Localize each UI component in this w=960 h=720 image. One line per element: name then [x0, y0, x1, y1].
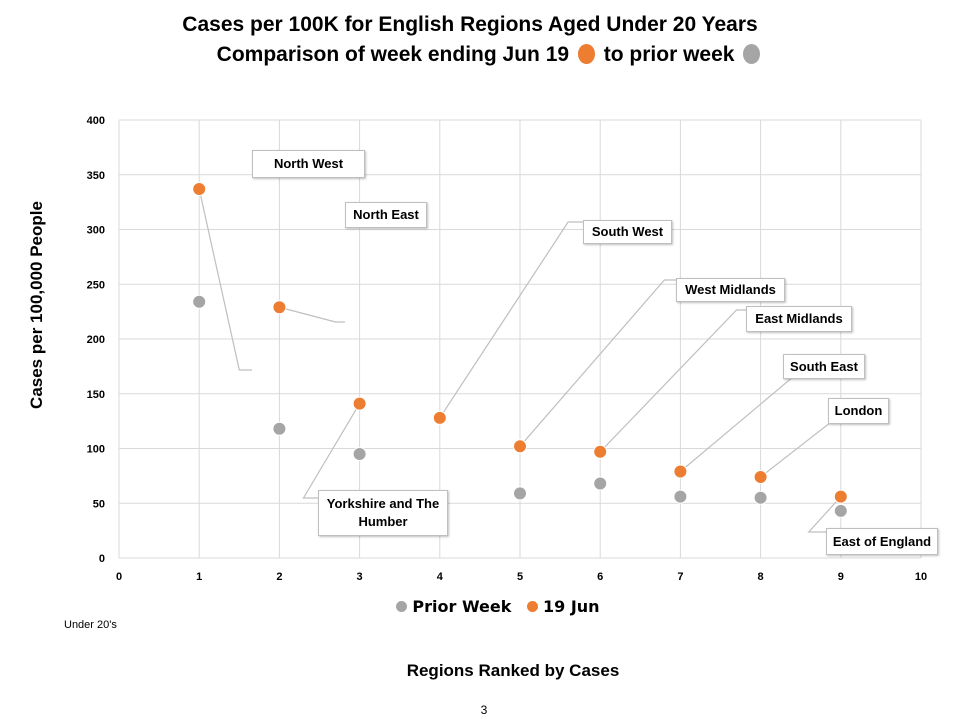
legend-current-dot-icon [526, 601, 538, 612]
x-tick-label: 7 [677, 571, 683, 583]
footnote: Under 20's [64, 619, 117, 631]
jun19-point [513, 439, 527, 454]
y-tick-label: 400 [87, 115, 105, 127]
callout-label: Yorkshire and The Humber [318, 490, 448, 536]
callout-leader-line [599, 309, 746, 453]
y-tick-label: 0 [99, 553, 105, 565]
jun19-point [593, 444, 608, 459]
callout-label: East of England [826, 528, 938, 555]
callout-leader-line [439, 221, 583, 419]
y-tick-label: 250 [87, 279, 105, 291]
legend: Prior Week 19 Jun [0, 597, 960, 616]
jun19-point [352, 396, 367, 411]
y-tick-label: 350 [87, 170, 105, 182]
jun19-point [192, 181, 207, 196]
prior-week-point [352, 446, 367, 461]
callout-label: East Midlands [746, 306, 852, 332]
y-tick-label: 150 [87, 389, 105, 401]
legend-prior-label: Prior Week [412, 597, 512, 616]
y-tick-label: 200 [87, 334, 105, 346]
y-tick-label: 300 [87, 225, 105, 237]
subtitle-text-start: Comparison of week ending Jun 19 [216, 43, 570, 66]
callout-label: South East [783, 354, 865, 379]
x-tick-label: 5 [517, 571, 523, 583]
x-tick-label: 3 [357, 571, 363, 583]
callout-label: South West [583, 220, 672, 244]
prior-week-point [833, 503, 848, 518]
x-tick-label: 8 [758, 571, 764, 583]
jun19-point [432, 410, 447, 425]
callout-label: London [828, 398, 889, 424]
y-tick-label: 100 [87, 444, 105, 456]
x-tick-label: 2 [276, 571, 282, 583]
subtitle-text-end: to prior week [603, 43, 735, 66]
legend-current-label: 19 Jun [542, 597, 600, 616]
jun19-point [833, 489, 848, 504]
prior-week-point [593, 476, 608, 491]
callout-label: North West [252, 150, 365, 178]
prior-week-point [513, 486, 527, 501]
x-axis-label: Regions Ranked by Cases [406, 661, 620, 680]
current-week-dot-icon [577, 44, 595, 64]
x-tick-label: 0 [116, 571, 122, 583]
legend-item-prior: Prior Week [396, 597, 511, 616]
x-tick-label: 10 [915, 571, 927, 583]
legend-prior-dot-icon [396, 601, 408, 612]
callout-leader-line [807, 496, 842, 533]
y-tick-label: 50 [93, 498, 105, 510]
chart-subtitle: Comparison of week ending Jun 19 to prio… [10, 43, 960, 67]
prior-week-point [272, 421, 287, 436]
prior-week-dot-icon [743, 44, 761, 64]
chart-title: Cases per 100K for English Regions Aged … [182, 13, 758, 36]
callout-leader-line [519, 279, 676, 447]
callout-leader-line [279, 306, 345, 323]
callout-leader-line [198, 188, 252, 371]
y-axis-label: Cases per 100,000 People [27, 201, 46, 409]
x-tick-label: 9 [838, 571, 844, 583]
jun19-point [272, 300, 287, 315]
x-tick-label: 4 [437, 571, 444, 583]
prior-week-point [673, 489, 688, 504]
page-number: 3 [480, 703, 488, 717]
callout-label: West Midlands [676, 278, 785, 302]
prior-week-point [753, 490, 768, 505]
prior-week-point [192, 294, 207, 309]
callout-label: North East [345, 202, 427, 228]
x-tick-label: 6 [597, 571, 603, 583]
legend-item-current: 19 Jun [526, 597, 600, 616]
x-tick-label: 1 [196, 571, 202, 583]
jun19-point [753, 469, 768, 484]
jun19-point [673, 464, 688, 479]
callout-leader-line [302, 403, 361, 499]
